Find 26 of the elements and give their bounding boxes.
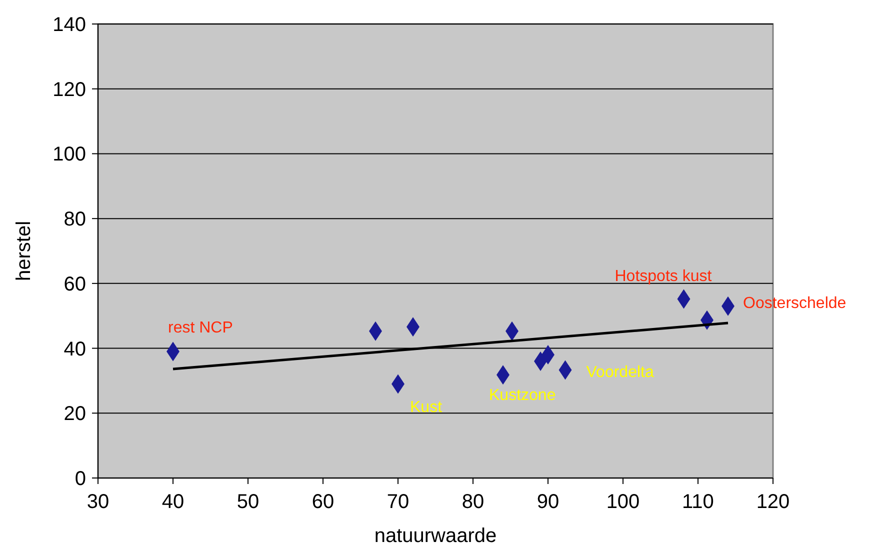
- y-tick-label: 20: [64, 403, 86, 426]
- y-axis-title: herstel: [13, 220, 35, 282]
- x-tick-label: 50: [236, 491, 260, 513]
- x-axis-title: natuurwaarde: [374, 525, 497, 547]
- y-tick-label: 140: [52, 14, 86, 36]
- x-tick-label: 60: [312, 491, 334, 513]
- y-tick-label: 40: [64, 338, 86, 360]
- x-tick-label: 40: [162, 491, 184, 513]
- annotation: Voordelta: [586, 364, 654, 382]
- x-tick-label: 100: [606, 491, 640, 513]
- x-tick-label: 110: [682, 491, 714, 513]
- x-tick-label: 120: [756, 491, 790, 513]
- y-tick-label: 120: [52, 78, 86, 101]
- y-tick-label: 100: [52, 144, 86, 166]
- y-tick-label: 80: [64, 208, 86, 231]
- y-tick-label: 60: [64, 273, 86, 296]
- annotation: Kustzone: [489, 386, 556, 404]
- y-tick-label: 0: [74, 468, 86, 490]
- x-tick-label: 30: [86, 491, 110, 513]
- annotation: Hotspots kust: [614, 268, 712, 285]
- annotation: rest NCP: [168, 320, 233, 337]
- x-tick-label: 80: [462, 491, 484, 513]
- annotation: Kust: [410, 398, 443, 416]
- x-tick-label: 90: [536, 491, 560, 513]
- x-tick-label: 70: [386, 491, 410, 513]
- annotation: Oosterschelde: [743, 295, 846, 312]
